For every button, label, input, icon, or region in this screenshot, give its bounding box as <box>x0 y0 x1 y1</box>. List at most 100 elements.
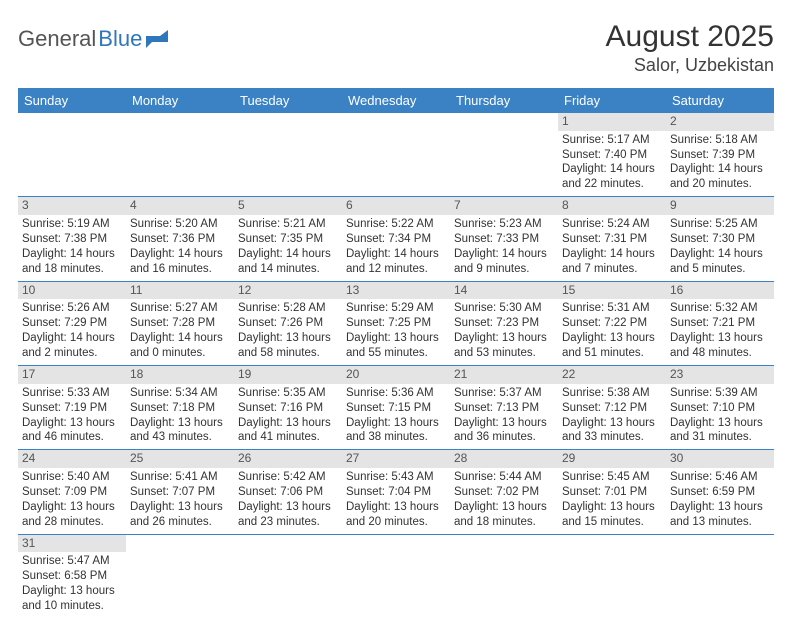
daylight-line: Daylight: 13 hours and 31 minutes. <box>670 416 770 446</box>
day-number: 10 <box>18 282 126 300</box>
day-number: 24 <box>18 450 126 468</box>
day-number: 4 <box>126 197 234 215</box>
sunset-line: Sunset: 7:02 PM <box>454 485 554 500</box>
sunset-line: Sunset: 7:18 PM <box>130 401 230 416</box>
daylight-line: Daylight: 13 hours and 41 minutes. <box>238 416 338 446</box>
sunrise-line: Sunrise: 5:37 AM <box>454 386 554 401</box>
weekday-header: Thursday <box>450 88 558 113</box>
day-number: 23 <box>666 366 774 384</box>
calendar-cell-empty <box>342 113 450 197</box>
day-number: 28 <box>450 450 558 468</box>
sunset-line: Sunset: 7:26 PM <box>238 316 338 331</box>
calendar-cell-empty <box>126 113 234 197</box>
daylight-line: Daylight: 14 hours and 14 minutes. <box>238 247 338 277</box>
sunrise-line: Sunrise: 5:36 AM <box>346 386 446 401</box>
sunset-line: Sunset: 7:13 PM <box>454 401 554 416</box>
sunrise-line: Sunrise: 5:31 AM <box>562 301 662 316</box>
sunrise-line: Sunrise: 5:35 AM <box>238 386 338 401</box>
day-number: 14 <box>450 282 558 300</box>
sunrise-line: Sunrise: 5:42 AM <box>238 470 338 485</box>
day-number: 20 <box>342 366 450 384</box>
day-number: 25 <box>126 450 234 468</box>
sunrise-line: Sunrise: 5:43 AM <box>346 470 446 485</box>
sunset-line: Sunset: 7:36 PM <box>130 232 230 247</box>
sunrise-line: Sunrise: 5:46 AM <box>670 470 770 485</box>
sunset-line: Sunset: 7:23 PM <box>454 316 554 331</box>
weekday-header: Wednesday <box>342 88 450 113</box>
daylight-line: Daylight: 13 hours and 23 minutes. <box>238 500 338 530</box>
calendar-cell-empty <box>450 534 558 618</box>
sunrise-line: Sunrise: 5:45 AM <box>562 470 662 485</box>
calendar-cell-empty <box>558 534 666 618</box>
calendar-row: 24Sunrise: 5:40 AMSunset: 7:09 PMDayligh… <box>18 450 774 534</box>
sunrise-line: Sunrise: 5:20 AM <box>130 217 230 232</box>
day-number: 17 <box>18 366 126 384</box>
day-number: 5 <box>234 197 342 215</box>
calendar-cell: 23Sunrise: 5:39 AMSunset: 7:10 PMDayligh… <box>666 366 774 450</box>
daylight-line: Daylight: 13 hours and 10 minutes. <box>22 584 122 614</box>
sunset-line: Sunset: 7:31 PM <box>562 232 662 247</box>
calendar-cell: 16Sunrise: 5:32 AMSunset: 7:21 PMDayligh… <box>666 281 774 365</box>
calendar-cell: 11Sunrise: 5:27 AMSunset: 7:28 PMDayligh… <box>126 281 234 365</box>
sunset-line: Sunset: 6:58 PM <box>22 569 122 584</box>
day-number: 21 <box>450 366 558 384</box>
sunrise-line: Sunrise: 5:23 AM <box>454 217 554 232</box>
daylight-line: Daylight: 14 hours and 5 minutes. <box>670 247 770 277</box>
sunset-line: Sunset: 7:01 PM <box>562 485 662 500</box>
day-number: 8 <box>558 197 666 215</box>
calendar-cell: 10Sunrise: 5:26 AMSunset: 7:29 PMDayligh… <box>18 281 126 365</box>
sunset-line: Sunset: 7:28 PM <box>130 316 230 331</box>
weekday-header: Saturday <box>666 88 774 113</box>
sunrise-line: Sunrise: 5:47 AM <box>22 554 122 569</box>
calendar-cell: 25Sunrise: 5:41 AMSunset: 7:07 PMDayligh… <box>126 450 234 534</box>
day-number: 31 <box>18 535 126 553</box>
sunrise-line: Sunrise: 5:32 AM <box>670 301 770 316</box>
sunset-line: Sunset: 7:04 PM <box>346 485 446 500</box>
sunrise-line: Sunrise: 5:17 AM <box>562 133 662 148</box>
day-number: 30 <box>666 450 774 468</box>
calendar-cell: 31Sunrise: 5:47 AMSunset: 6:58 PMDayligh… <box>18 534 126 618</box>
calendar-row: 1Sunrise: 5:17 AMSunset: 7:40 PMDaylight… <box>18 113 774 197</box>
daylight-line: Daylight: 14 hours and 22 minutes. <box>562 162 662 192</box>
sunset-line: Sunset: 7:35 PM <box>238 232 338 247</box>
weekday-header: Tuesday <box>234 88 342 113</box>
weekday-row: Sunday Monday Tuesday Wednesday Thursday… <box>18 88 774 113</box>
calendar-cell: 4 Sunrise: 5:20 AMSunset: 7:36 PMDaylight… <box>126 197 234 281</box>
sunset-line: Sunset: 7:21 PM <box>670 316 770 331</box>
sunrise-line: Sunrise: 5:21 AM <box>238 217 338 232</box>
daylight-line: Daylight: 14 hours and 12 minutes. <box>346 247 446 277</box>
daylight-line: Daylight: 13 hours and 55 minutes. <box>346 331 446 361</box>
sunset-line: Sunset: 7:06 PM <box>238 485 338 500</box>
calendar-cell: 12Sunrise: 5:28 AMSunset: 7:26 PMDayligh… <box>234 281 342 365</box>
sunrise-line: Sunrise: 5:19 AM <box>22 217 122 232</box>
sunset-line: Sunset: 7:34 PM <box>346 232 446 247</box>
day-number: 13 <box>342 282 450 300</box>
sunrise-line: Sunrise: 5:39 AM <box>670 386 770 401</box>
calendar-cell: 26Sunrise: 5:42 AMSunset: 7:06 PMDayligh… <box>234 450 342 534</box>
daylight-line: Daylight: 13 hours and 13 minutes. <box>670 500 770 530</box>
sunrise-line: Sunrise: 5:28 AM <box>238 301 338 316</box>
calendar-cell: 7Sunrise: 5:23 AMSunset: 7:33 PMDaylight… <box>450 197 558 281</box>
daylight-line: Daylight: 13 hours and 18 minutes. <box>454 500 554 530</box>
calendar-cell: 17Sunrise: 5:33 AMSunset: 7:19 PMDayligh… <box>18 366 126 450</box>
calendar-cell: 18Sunrise: 5:34 AMSunset: 7:18 PMDayligh… <box>126 366 234 450</box>
day-number: 15 <box>558 282 666 300</box>
daylight-line: Daylight: 14 hours and 2 minutes. <box>22 331 122 361</box>
daylight-line: Daylight: 14 hours and 7 minutes. <box>562 247 662 277</box>
day-number: 7 <box>450 197 558 215</box>
calendar-body: 1Sunrise: 5:17 AMSunset: 7:40 PMDaylight… <box>18 113 774 618</box>
calendar-cell: 5 Sunrise: 5:21 AMSunset: 7:35 PMDaylight… <box>234 197 342 281</box>
calendar-cell-empty <box>18 113 126 197</box>
daylight-line: Daylight: 13 hours and 46 minutes. <box>22 416 122 446</box>
daylight-line: Daylight: 14 hours and 9 minutes. <box>454 247 554 277</box>
calendar-cell: 21Sunrise: 5:37 AMSunset: 7:13 PMDayligh… <box>450 366 558 450</box>
calendar-cell: 27Sunrise: 5:43 AMSunset: 7:04 PMDayligh… <box>342 450 450 534</box>
day-number: 18 <box>126 366 234 384</box>
daylight-line: Daylight: 13 hours and 58 minutes. <box>238 331 338 361</box>
sunrise-line: Sunrise: 5:22 AM <box>346 217 446 232</box>
daylight-line: Daylight: 14 hours and 16 minutes. <box>130 247 230 277</box>
sunrise-line: Sunrise: 5:26 AM <box>22 301 122 316</box>
calendar-cell-empty <box>234 113 342 197</box>
daylight-line: Daylight: 13 hours and 51 minutes. <box>562 331 662 361</box>
sunrise-line: Sunrise: 5:40 AM <box>22 470 122 485</box>
